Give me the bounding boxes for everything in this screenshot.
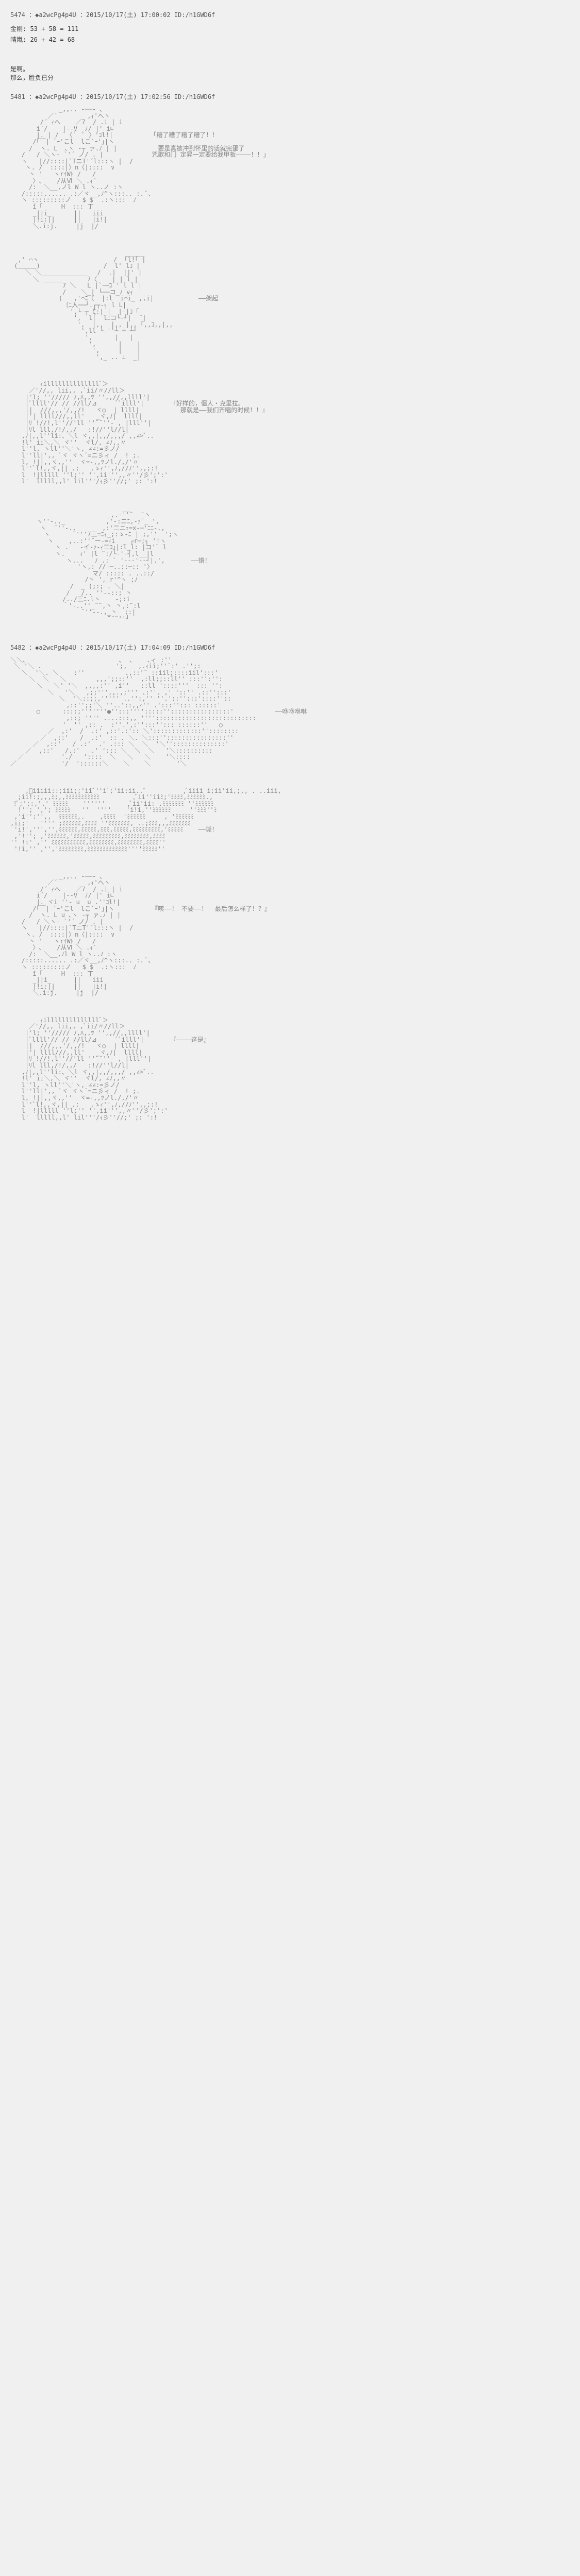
dialogue: 「糟了糟了糟了糟了！！ bbox=[150, 131, 218, 139]
post-number: 5482 bbox=[10, 644, 25, 651]
post-id: /h1GWD6f bbox=[185, 644, 215, 651]
post-5482: 5482 ：◆a2wcPg4p4U ：2015/10/17(土) 17:04:0… bbox=[10, 643, 570, 1121]
ascii-cannon: _____ ,' ⌒ヽ / ｢l!｢ | (＿＿＿) / l' lｺ | ＼ ＼… bbox=[10, 250, 570, 360]
caption: ――嘶！ bbox=[198, 826, 218, 833]
post-number: 5474 bbox=[10, 11, 25, 19]
ascii-mecha-head: _,,.. -──- ､ ／´ ,ｨ'へヽ /´ ｨへ ／7 / .i | i … bbox=[10, 106, 570, 229]
dice-result: 金剛: 53 + 58 = 111 bbox=[10, 24, 570, 33]
line: 那么，胜负已分 bbox=[10, 74, 54, 81]
post-date: 2015/10/17(土) 17:00:02 bbox=[86, 11, 171, 19]
ascii-robed-figure-2: ｨillllllllllllllﾞ＞ ／'//,, lii,, ,ﾞii/〃//… bbox=[10, 1017, 570, 1121]
dialogue: 『――――这是』 bbox=[170, 1036, 210, 1043]
ascii-mecha-running: __ _,.-''¨ ¨ヽ ヽ''‐.,_ ,'-:ニﾆ,-ｧ¨_ ', ヽ ¨… bbox=[10, 505, 570, 622]
post-id: /h1GWD6f bbox=[185, 11, 215, 19]
caption: ――架起 bbox=[198, 295, 218, 302]
post-trip: ◆a2wcPg4p4U bbox=[35, 93, 76, 100]
post-header: 5482 ：◆a2wcPg4p4U ：2015/10/17(土) 17:04:0… bbox=[10, 643, 570, 652]
post-number: 5481 bbox=[10, 93, 25, 100]
post-header: 5474 ：◆a2wcPg4p4U ：2015/10/17(土) 17:00:0… bbox=[10, 10, 570, 19]
post-date: 2015/10/17(土) 17:02:56 bbox=[86, 93, 171, 100]
post-date: 2015/10/17(土) 17:04:09 bbox=[86, 644, 171, 651]
post-5474: 5474 ：◆a2wcPg4p4U ：2015/10/17(土) 17:00:0… bbox=[10, 10, 570, 44]
post-trip: ◆a2wcPg4p4U bbox=[35, 11, 76, 19]
ascii-mecha-damaged: _,,.. -──- ､ ／´ ,ｨ'へヽ /´ ｨへ ／7 / .i | i … bbox=[10, 873, 570, 996]
caption: ――咻咻咻咻 bbox=[275, 708, 307, 715]
ascii-blast: ＼＼､ ､ ､ ､ィ :'' ＼ '＼ . ';, ,.ｨii;''¨:' .'… bbox=[10, 657, 570, 767]
ascii-robed-figure: ｨillllllllllllllﾞ＞ ／'//,, lii,, ,ﾞii/〃//… bbox=[10, 381, 570, 485]
dialogue: 咒歌和门 定昇一定要给我甲板――――！！」 bbox=[144, 151, 270, 158]
dice-result: 晴嵐: 26 + 42 = 68 bbox=[10, 35, 570, 44]
line: 是啊。 bbox=[10, 65, 29, 73]
lead-text: 是啊。 那么，胜负已分 bbox=[10, 64, 570, 82]
ascii-smoke: ,ﾞiiiii::;iii;;'iiﾞ''iﾞ;'ii:ii..ﾞ ,ﾞiiii… bbox=[10, 788, 570, 853]
caption: ――锵！ bbox=[191, 557, 210, 564]
dialogue: 那就是――我们齐唱的时候！！』 bbox=[173, 406, 268, 414]
post-id: /h1GWD6f bbox=[185, 93, 215, 100]
post-5481: 是啊。 那么，胜负已分 5481 ：◆a2wcPg4p4U ：2015/10/1… bbox=[10, 64, 570, 622]
post-trip: ◆a2wcPg4p4U bbox=[35, 644, 76, 651]
dialogue: 『咦――！ 不要――！ 最后怎么样了！？』 bbox=[152, 905, 271, 912]
post-header: 5481 ：◆a2wcPg4p4U ：2015/10/17(土) 17:02:5… bbox=[10, 92, 570, 101]
